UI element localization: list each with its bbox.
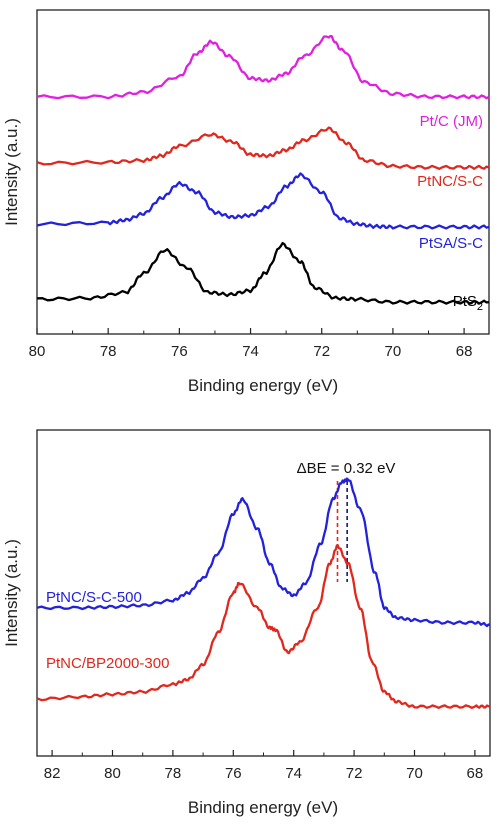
delta-be-annotation: ΔBE = 0.32 eV: [297, 460, 396, 477]
panel-bottom: 82 80 78 76 74 72 70 68 Binding energy (eV) Int…: [2, 429, 491, 817]
x-tick-label-82: 82: [44, 765, 61, 782]
series-label-ptnc-s-c: PtNC/S-C: [417, 173, 483, 190]
y-axis-label-top: Intensity (a.u.): [2, 118, 21, 226]
x-tick-label-76: 76: [225, 765, 242, 782]
x-tick-label-70: 70: [406, 765, 423, 782]
series-group-top: [36, 34, 490, 305]
series-group-bottom: [36, 477, 491, 709]
x-tick-label-78: 78: [100, 343, 117, 360]
x-axis-label-bottom: Binding energy (eV): [188, 798, 338, 817]
delta-be-annotation-lines: [336, 481, 348, 582]
series-line-ptsa-s-c: [36, 172, 490, 230]
series-label-ptnc-bp2000-300: PtNC/BP2000-300: [46, 655, 169, 672]
x-tick-label-72: 72: [313, 343, 330, 360]
plot-frame-top: [36, 9, 490, 335]
subscript-2: 2: [477, 301, 483, 313]
series-label-pts2: PtS2: [453, 293, 483, 313]
series-line-pts2: [36, 241, 490, 305]
x-tick-label-78: 78: [165, 765, 182, 782]
x-axis-label-top: Binding energy (eV): [188, 376, 338, 395]
series-line-ptnc-bp2000-300: [36, 543, 491, 709]
x-tick-label-80: 80: [104, 765, 121, 782]
x-tick-label-80: 80: [29, 343, 46, 360]
series-line-ptnc-s-c-500: [36, 477, 491, 628]
x-tick-label-70: 70: [385, 343, 402, 360]
y-axis-label-bottom: Intensity (a.u.): [2, 539, 21, 647]
x-tick-label-74: 74: [285, 765, 302, 782]
x-axis-ticks-bottom: 82 80 78 76 74 72 70 68: [44, 750, 483, 782]
x-tick-label-76: 76: [171, 343, 188, 360]
panel-top: 80 78 76 74 72 70 68 Binding energy (eV) Inten…: [2, 9, 490, 395]
series-label-pt-c-jm: Pt/C (JM): [420, 113, 483, 130]
series-line-ptnc-s-c: [36, 126, 490, 170]
x-axis-ticks-top: 80 78 76 74 72 70 68: [29, 328, 473, 360]
series-line-pt-c-jm: [36, 34, 490, 100]
x-tick-label-72: 72: [346, 765, 363, 782]
series-label-ptsa-s-c: PtSA/S-C: [419, 235, 483, 252]
x-tick-label-68: 68: [456, 343, 473, 360]
x-tick-label-74: 74: [242, 343, 259, 360]
x-tick-label-68: 68: [467, 765, 484, 782]
series-label-ptnc-s-c-500: PtNC/S-C-500: [46, 589, 142, 606]
